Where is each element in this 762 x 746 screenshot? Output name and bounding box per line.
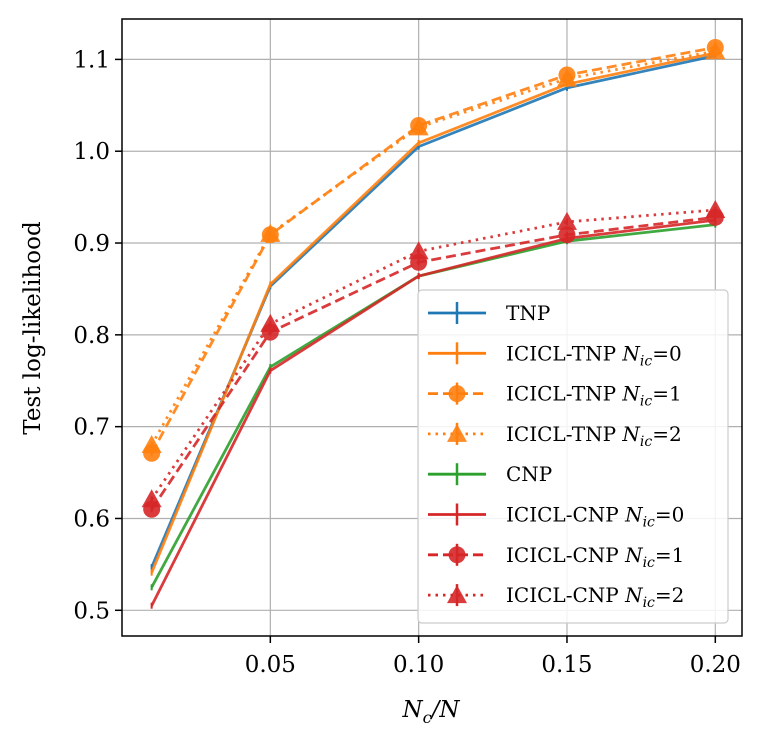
y-tick-label: 0.5 xyxy=(73,598,110,624)
x-tick-label: 0.15 xyxy=(541,652,592,678)
legend-label: ICICL-TNP Nic=1 xyxy=(506,382,682,410)
x-tick-label: 0.20 xyxy=(690,652,741,678)
data-point-marker xyxy=(408,117,429,136)
series-line xyxy=(150,49,716,446)
series-group xyxy=(141,38,726,609)
legend-box xyxy=(417,289,729,624)
data-point-marker xyxy=(141,435,162,454)
legend-label-sub: ic xyxy=(643,555,655,571)
data-point-marker xyxy=(705,199,726,218)
legend-item: TNP xyxy=(428,301,550,325)
data-point-marker xyxy=(556,68,577,87)
data-point-marker xyxy=(556,211,577,230)
legend-label-tail: =2 xyxy=(655,583,684,607)
y-axis-label: Test log-likelihood xyxy=(20,221,46,435)
legend-label-var: N xyxy=(621,341,641,365)
series-line xyxy=(150,46,716,454)
data-point-marker xyxy=(260,313,281,332)
legend-label: CNP xyxy=(506,462,552,486)
legend-label: TNP xyxy=(506,301,550,325)
legend-item: ICICL-CNP Nic=2 xyxy=(428,583,684,611)
legend-item: ICICL-TNP Nic=0 xyxy=(428,341,682,369)
legend-item: ICICL-TNP Nic=2 xyxy=(428,422,682,450)
legend-label-main: ICICL-CNP xyxy=(506,503,625,527)
x-axis-label-main: N xyxy=(402,697,424,723)
legend-label-sub: ic xyxy=(640,394,652,410)
legend-label-main: ICICL-TNP xyxy=(506,341,622,365)
y-tick-label: 0.8 xyxy=(73,323,110,349)
legend-label-tail: =1 xyxy=(655,543,684,567)
legend-label-var: N xyxy=(624,583,644,607)
legend-label-main: CNP xyxy=(506,462,552,486)
legend-label-sub: ic xyxy=(643,515,655,531)
legend-label-main: ICICL-CNP xyxy=(506,583,625,607)
legend-item: CNP xyxy=(428,462,552,486)
series-icicl-cnp-nic-2 xyxy=(141,199,726,508)
data-point-marker xyxy=(408,241,429,260)
data-point-marker xyxy=(705,41,726,60)
legend-label-main: ICICL-CNP xyxy=(506,543,625,567)
data-point-marker xyxy=(260,223,281,242)
x-axis-label: Nc/N xyxy=(402,697,461,727)
legend-label-var: N xyxy=(624,503,644,527)
x-axis-label-sub: c xyxy=(423,708,432,727)
legend-label-main: TNP xyxy=(506,301,550,325)
legend-label-var: N xyxy=(621,422,641,446)
legend-label-tail: =0 xyxy=(652,341,681,365)
y-tick-label: 0.7 xyxy=(73,415,110,441)
legend-item: ICICL-TNP Nic=1 xyxy=(428,382,682,410)
data-point-marker xyxy=(448,385,466,403)
legend-item: ICICL-CNP Nic=1 xyxy=(428,543,684,571)
data-point-marker xyxy=(448,546,466,564)
legend-label: ICICL-CNP Nic=2 xyxy=(506,583,684,611)
legend-label-main: ICICL-TNP xyxy=(506,422,622,446)
axes-frame xyxy=(121,18,743,637)
data-point-marker xyxy=(558,226,576,244)
y-tick-label: 0.6 xyxy=(73,506,110,532)
y-tick-label: 0.9 xyxy=(73,231,110,257)
legend-label: ICICL-CNP Nic=0 xyxy=(506,503,684,531)
x-tick-label: 0.10 xyxy=(393,652,444,678)
legend-label-var: N xyxy=(624,543,644,567)
legend-label-tail: =2 xyxy=(652,422,681,446)
x-tick-label: 0.05 xyxy=(245,652,296,678)
legend-item: ICICL-CNP Nic=0 xyxy=(428,503,684,531)
x-axis-label-tail: /N xyxy=(430,697,461,723)
legend-label: ICICL-CNP Nic=1 xyxy=(506,543,684,571)
data-point-marker xyxy=(447,423,467,442)
legend-label-sub: ic xyxy=(640,353,652,369)
legend-label-sub: ic xyxy=(643,595,655,611)
legend-label: ICICL-TNP Nic=0 xyxy=(506,341,682,369)
legend-label: ICICL-TNP Nic=2 xyxy=(506,422,682,450)
data-point-marker xyxy=(141,489,162,508)
ticks: 0.05 0.10 0.15 0.20 0.5 0.6 0.7 0.8 0.9 1.0 1.1 xyxy=(73,47,740,678)
y-tick-label: 1.1 xyxy=(73,47,110,73)
data-point-marker xyxy=(447,585,467,604)
legend-label-main: ICICL-TNP xyxy=(506,382,622,406)
series-icicl-tnp-nic-2 xyxy=(141,41,726,454)
legend-label-tail: =0 xyxy=(655,503,684,527)
legend-label-sub: ic xyxy=(640,434,652,450)
legend-label-var: N xyxy=(621,382,641,406)
legend-label-tail: =1 xyxy=(652,382,681,406)
y-tick-label: 1.0 xyxy=(73,139,110,165)
